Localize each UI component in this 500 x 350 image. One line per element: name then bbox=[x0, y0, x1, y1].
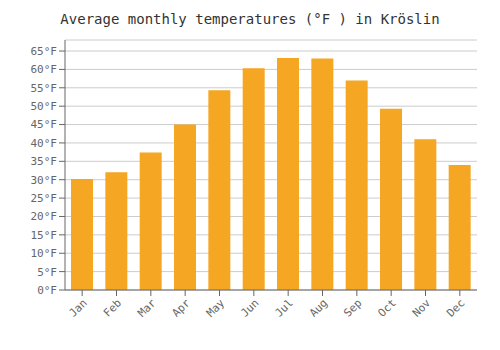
svg-text:5°F: 5°F bbox=[37, 266, 57, 279]
svg-text:Aug: Aug bbox=[307, 296, 330, 319]
svg-text:Mar: Mar bbox=[135, 296, 159, 320]
svg-text:Feb: Feb bbox=[101, 296, 124, 319]
svg-text:Oct: Oct bbox=[376, 296, 399, 319]
svg-text:45°F: 45°F bbox=[31, 118, 58, 131]
html-text:Average monthly temperatures (: Average monthly temperatures (°F ) in Kr… bbox=[60, 11, 440, 27]
svg-text:15°F: 15°F bbox=[31, 229, 58, 242]
svg-text:Sep: Sep bbox=[341, 296, 364, 319]
svg-text:Dec: Dec bbox=[444, 296, 467, 319]
svg-text:Jul: Jul bbox=[273, 296, 296, 319]
svg-text:May: May bbox=[204, 296, 228, 320]
svg-text:10°F: 10°F bbox=[31, 247, 58, 260]
svg-text:40°F: 40°F bbox=[31, 137, 58, 150]
svg-text:Jun: Jun bbox=[238, 296, 261, 319]
svg-text:25°F: 25°F bbox=[31, 192, 58, 205]
svg-text:30°F: 30°F bbox=[31, 174, 58, 187]
svg-text:20°F: 20°F bbox=[31, 210, 58, 223]
svg-text:55°F: 55°F bbox=[31, 82, 58, 95]
svg-text:Nov: Nov bbox=[410, 296, 434, 320]
svg-text:65°F: 65°F bbox=[31, 45, 58, 58]
svg-text:Jan: Jan bbox=[67, 296, 90, 319]
svg-text:60°F: 60°F bbox=[31, 63, 58, 76]
svg-text:35°F: 35°F bbox=[31, 155, 58, 168]
svg-text:0°F: 0°F bbox=[37, 284, 57, 297]
svg-text:Apr: Apr bbox=[170, 296, 194, 320]
svg-text:50°F: 50°F bbox=[31, 100, 58, 113]
